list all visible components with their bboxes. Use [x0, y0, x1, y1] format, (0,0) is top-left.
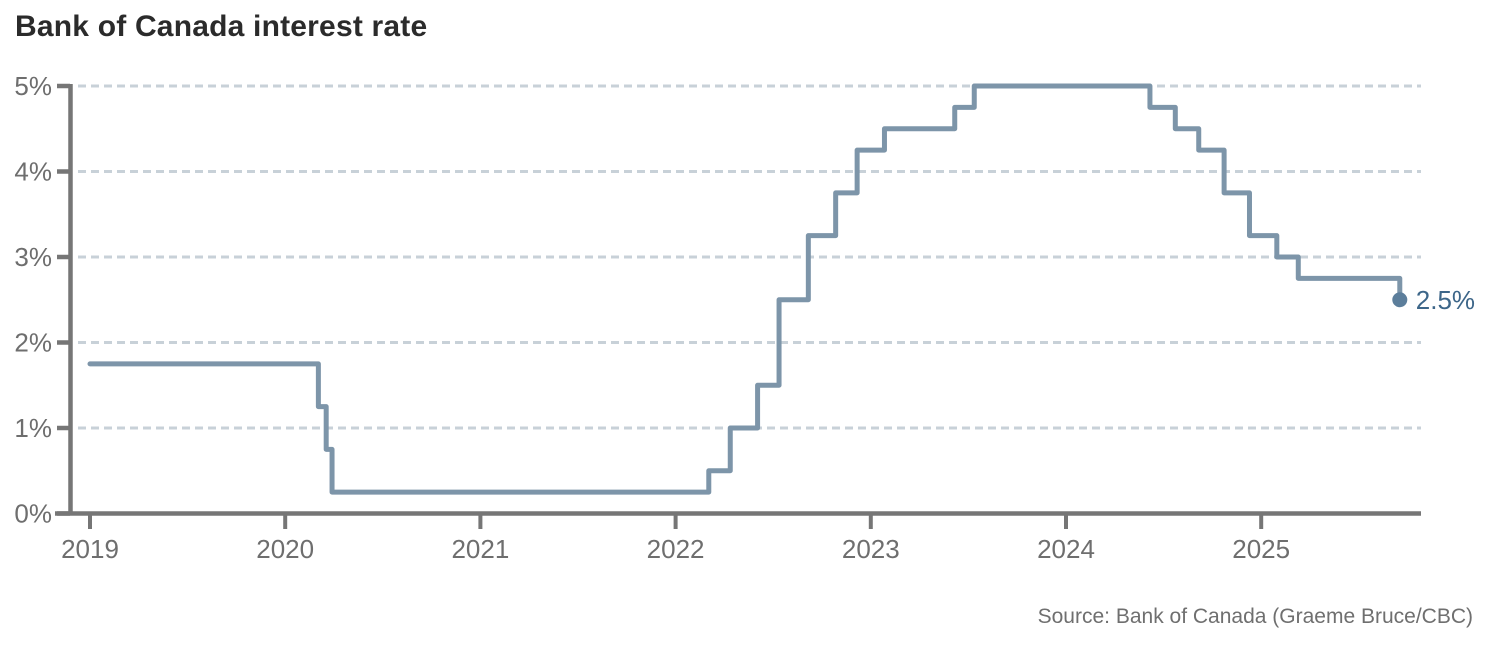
rate-step-line [87, 83, 1403, 495]
y-tick-label: 3% [14, 242, 52, 272]
y-tick-label: 0% [14, 499, 52, 529]
chart-title: Bank of Canada interest rate [15, 10, 428, 43]
x-tick-label: 2025 [1232, 534, 1290, 564]
x-tick-label: 2023 [842, 534, 900, 564]
x-tick-label: 2022 [647, 534, 705, 564]
end-point-dot [1392, 292, 1408, 308]
x-tick-label: 2020 [256, 534, 314, 564]
x-tick-label: 2024 [1037, 534, 1095, 564]
y-tick-label: 1% [14, 413, 52, 443]
y-tick-label: 5% [14, 71, 52, 101]
y-tick-label: 4% [14, 157, 52, 187]
end-point-label: 2.5% [1416, 285, 1475, 315]
y-tick-label: 2% [14, 328, 52, 358]
x-tick-label: 2021 [451, 534, 509, 564]
source-credit: Source: Bank of Canada (Graeme Bruce/CBC… [1037, 605, 1473, 628]
x-tick-label: 2019 [61, 534, 119, 564]
